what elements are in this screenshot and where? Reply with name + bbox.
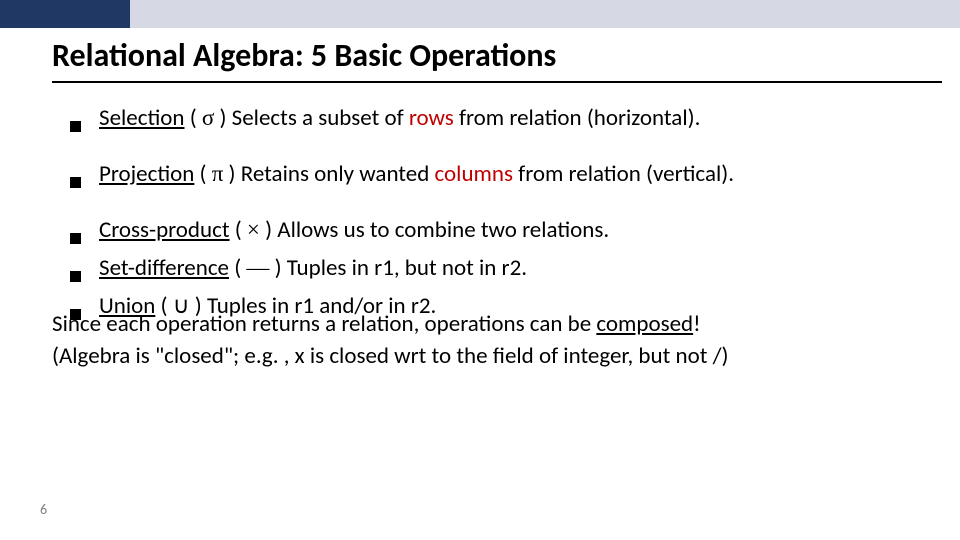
closing-line1-post: ! [693, 310, 701, 338]
bullet-item: Cross-product ( × ) Allows us to combine… [70, 214, 920, 246]
bullet-text: Projection ( π ) Retains only wanted col… [99, 158, 734, 190]
bullet-text: Cross-product ( × ) Allows us to combine… [99, 214, 609, 246]
operation-symbol: ( — ) [229, 254, 287, 282]
operation-desc-pre: Allows us to combine two relations. [277, 216, 609, 244]
bullet-item: Projection ( π ) Retains only wanted col… [70, 158, 920, 190]
operation-desc-highlight: rows [409, 104, 454, 132]
top-band [0, 0, 960, 28]
operation-symbol: ( × ) [230, 216, 278, 244]
operation-desc-highlight: columns [435, 160, 513, 188]
top-block-accent [0, 0, 130, 28]
bullet-text: Set-difference ( — ) Tuples in r1, but n… [99, 252, 527, 284]
bullet-marker-icon [70, 121, 81, 132]
bullet-marker-icon [70, 177, 81, 188]
page-number: 6 [40, 501, 47, 518]
operation-symbol: ( π ) [194, 160, 240, 188]
bullet-marker-icon [70, 233, 81, 244]
bullet-item: Set-difference ( — ) Tuples in r1, but n… [70, 252, 920, 284]
closing-line1-underlined: composed [596, 310, 693, 338]
top-block-fill [130, 0, 960, 28]
operation-desc-pre: Tuples in r1, but not in r2. [287, 254, 527, 282]
operation-name: Selection [99, 104, 185, 132]
slide-title: Relational Algebra: 5 Basic Operations [52, 36, 556, 75]
operation-desc-post: from relation (vertical). [513, 160, 734, 188]
operation-name: Projection [99, 160, 194, 188]
slide: Relational Algebra: 5 Basic Operations S… [0, 0, 960, 540]
bullet-list: Selection ( σ ) Selects a subset of rows… [70, 102, 920, 336]
closing-line2: (Algebra is "closed"; e.g. , x is closed… [52, 342, 728, 370]
operation-desc-post: from relation (horizontal). [454, 104, 701, 132]
bullet-marker-icon [70, 271, 81, 282]
bullet-text: Selection ( σ ) Selects a subset of rows… [99, 102, 700, 134]
closing-paragraph: Since each operation returns a relation,… [52, 308, 920, 372]
bullet-item: Selection ( σ ) Selects a subset of rows… [70, 102, 920, 134]
operation-name: Cross-product [99, 216, 230, 244]
operation-symbol: ( σ ) [185, 104, 232, 132]
title-underline [52, 81, 942, 83]
closing-line1-pre: Since each operation returns a relation,… [52, 310, 596, 338]
operation-desc-pre: Retains only wanted [241, 160, 435, 188]
operation-desc-pre: Selects a subset of [232, 104, 409, 132]
operation-name: Set-difference [99, 254, 229, 282]
